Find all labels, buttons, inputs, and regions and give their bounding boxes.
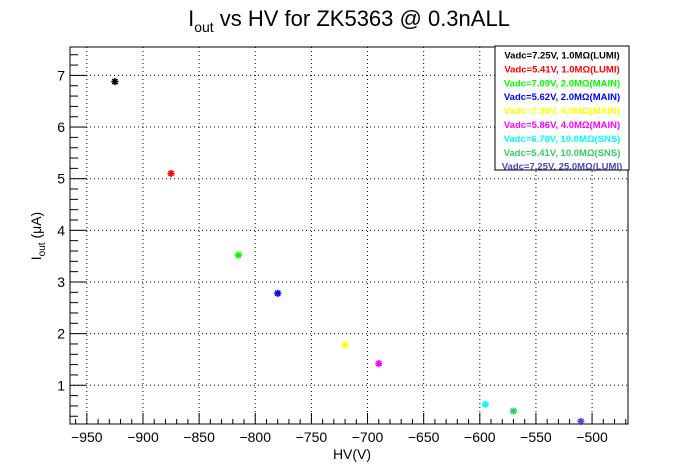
legend-entry: Vadc=7.25V, 25.0MΩ(LUMI) — [502, 162, 623, 173]
data-point — [375, 359, 383, 368]
legend-entry: Vadc=7.09V, 2.0MΩ(MAIN) — [504, 78, 620, 89]
data-points — [111, 78, 585, 426]
y-tick-label: 3 — [57, 274, 65, 290]
x-tick-label: −650 — [408, 429, 440, 445]
x-tick-label: −800 — [239, 429, 271, 445]
chart-title: Iout vs HV for ZK5363 @ 0.3nALL — [188, 6, 510, 35]
data-point — [577, 417, 585, 426]
axis-ticks — [70, 54, 627, 424]
legend-entry: Vadc=7.25V, 1.0MΩ(LUMI) — [504, 51, 619, 62]
x-tick-label: −500 — [576, 429, 608, 445]
x-tick-label: −950 — [71, 429, 103, 445]
y-axis-label: Iout (μA) — [28, 212, 48, 260]
x-tick-label: −550 — [520, 429, 552, 445]
x-tick-label: −750 — [296, 429, 328, 445]
x-tick-label: −900 — [127, 429, 159, 445]
plot-frame — [69, 46, 629, 425]
y-tick-label: 4 — [57, 222, 65, 238]
y-tick-label: 1 — [57, 377, 65, 393]
y-tick-label: 5 — [57, 171, 65, 187]
legend-entry: Vadc=6.78V, 10.0MΩ(SNS) — [504, 134, 621, 145]
x-axis-label: HV(V) — [333, 446, 371, 462]
data-point — [234, 251, 243, 259]
legend-entry: Vadc=7.38V, 4.0MΩ(MAIN) — [504, 106, 620, 117]
y-tick-label: 7 — [57, 67, 65, 83]
data-point — [341, 341, 349, 349]
legend-entry: Vadc=5.41V, 1.0MΩ(LUMI) — [504, 64, 619, 75]
x-tick-label: −700 — [352, 429, 384, 445]
legend-box — [494, 45, 630, 171]
legend-entry: Vadc=5.41V, 10.0MΩ(SNS) — [504, 148, 621, 159]
x-tick-label: −600 — [464, 429, 496, 445]
data-point — [481, 400, 490, 408]
legend-entry: Vadc=5.62V, 2.0MΩ(MAIN) — [504, 92, 620, 103]
data-point — [111, 78, 119, 86]
data-point — [167, 169, 175, 178]
data-point — [509, 407, 518, 415]
y-tick-label: 2 — [57, 326, 65, 342]
x-tick-label: −850 — [183, 429, 215, 445]
legend-entry: Vadc=5.86V, 4.0MΩ(MAIN) — [504, 120, 620, 131]
legend: Vadc=7.25V, 1.0MΩ(LUMI) Vadc=5.41V, 1.0MΩ… — [494, 45, 630, 173]
data-point — [274, 289, 282, 297]
tick-labels: −950 −900 −850 −800 −750 −700 −650 −600 −550 −500… — [57, 67, 608, 445]
y-tick-label: 6 — [57, 119, 65, 135]
